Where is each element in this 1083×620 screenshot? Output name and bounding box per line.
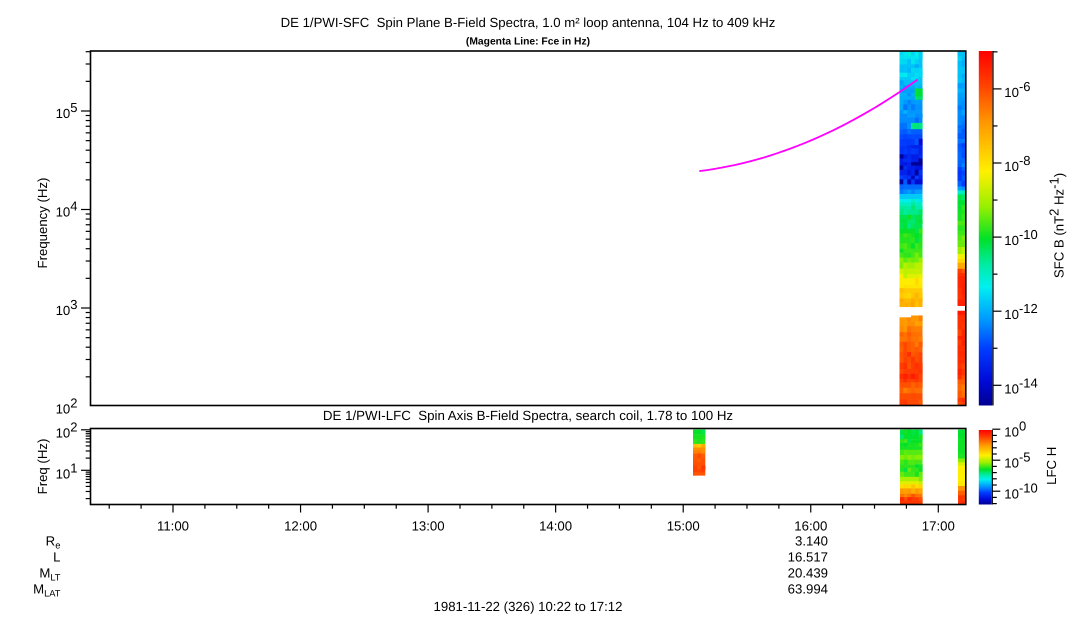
svg-text:(Magenta Line: Fce in Hz): (Magenta Line: Fce in Hz) (466, 37, 590, 48)
svg-text:16.517: 16.517 (788, 550, 828, 565)
svg-text:13:00: 13:00 (412, 518, 445, 533)
svg-text:LFC H: LFC H (1044, 447, 1059, 485)
svg-text:12:00: 12:00 (284, 518, 317, 533)
svg-text:16:00: 16:00 (794, 518, 827, 533)
svg-text:20.439: 20.439 (788, 566, 828, 581)
svg-text:3.140: 3.140 (795, 534, 828, 549)
svg-text:63.994: 63.994 (788, 582, 828, 597)
svg-text:15:00: 15:00 (667, 518, 700, 533)
svg-text:L: L (53, 550, 60, 565)
svg-text:DE 1/PWI-SFC Spin Plane B-Fie: DE 1/PWI-SFC Spin Plane B-Field Spectra,… (281, 15, 776, 30)
svg-text:Freq (Hz): Freq (Hz) (35, 439, 50, 495)
svg-text:14:00: 14:00 (539, 518, 572, 533)
svg-text:Frequency (Hz): Frequency (Hz) (35, 178, 50, 269)
svg-text:DE 1/PWI-LFC Spin Axis B-Fiel: DE 1/PWI-LFC Spin Axis B-Field Spectra, … (323, 408, 733, 423)
svg-text:1981-11-22 (326) 10:22 to 17:1: 1981-11-22 (326) 10:22 to 17:12 (434, 599, 623, 614)
svg-text:11:00: 11:00 (157, 518, 189, 533)
svg-text:SFC B (nT2 Hz-1): SFC B (nT2 Hz-1) (1047, 173, 1067, 278)
svg-text:17:00: 17:00 (922, 518, 955, 533)
